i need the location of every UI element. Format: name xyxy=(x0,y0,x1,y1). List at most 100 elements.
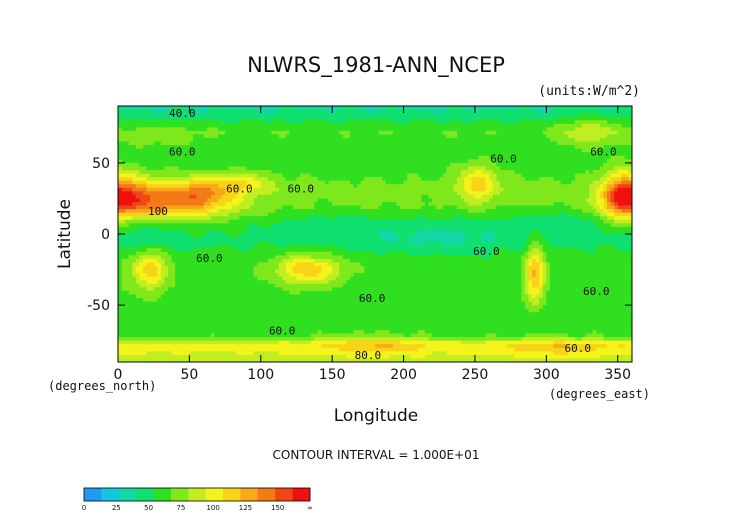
field-cell xyxy=(532,173,536,178)
field-cell xyxy=(225,184,229,189)
field-cell xyxy=(521,187,526,192)
field-cell xyxy=(285,212,290,217)
field-cell xyxy=(135,198,140,203)
field-cell xyxy=(428,180,433,185)
field-cell xyxy=(142,205,147,210)
field-cell xyxy=(189,130,194,135)
field-cell xyxy=(392,166,397,171)
field-cell xyxy=(278,212,283,217)
field-cell xyxy=(532,130,536,135)
field-cell xyxy=(442,162,447,167)
field-cell xyxy=(375,173,379,178)
field-cell xyxy=(346,113,351,118)
field-cell xyxy=(253,187,258,192)
field-cell xyxy=(207,145,212,150)
field-cell xyxy=(603,194,608,199)
field-cell xyxy=(146,113,151,118)
field-cell xyxy=(178,209,183,214)
field-cell xyxy=(210,194,215,199)
field-cell xyxy=(278,202,283,206)
field-cell xyxy=(617,170,622,174)
field-cell xyxy=(132,223,137,228)
field-cell xyxy=(628,177,632,182)
field-cell xyxy=(317,130,322,135)
field-cell xyxy=(567,155,572,160)
field-cell xyxy=(478,202,483,206)
field-cell xyxy=(164,177,169,182)
field-cell xyxy=(246,123,251,128)
field-cell xyxy=(332,184,337,189)
field-cell xyxy=(221,145,226,150)
field-cell xyxy=(275,212,279,217)
field-cell xyxy=(257,127,262,132)
field-cell xyxy=(171,223,176,228)
field-cell xyxy=(210,177,215,182)
field-cell xyxy=(132,123,137,128)
field-cell xyxy=(314,155,319,160)
field-cell xyxy=(507,173,511,178)
field-cell xyxy=(539,205,544,210)
field-cell xyxy=(432,116,437,121)
field-cell xyxy=(624,223,629,228)
field-cell xyxy=(350,138,354,142)
field-cell xyxy=(392,148,397,153)
field-cell xyxy=(610,148,615,153)
field-cell xyxy=(564,209,569,214)
field-cell xyxy=(385,198,390,203)
field-cell xyxy=(596,109,601,114)
field-cell xyxy=(435,219,440,224)
field-cell xyxy=(589,130,594,135)
field-cell xyxy=(471,191,476,196)
field-cell xyxy=(492,148,497,153)
field-cell xyxy=(382,145,387,150)
field-cell xyxy=(389,209,394,214)
field-cell xyxy=(339,120,344,125)
field-cell xyxy=(503,113,508,118)
field-cell xyxy=(614,109,619,114)
field-cell xyxy=(407,116,412,121)
field-cell xyxy=(599,198,604,203)
field-cell xyxy=(614,113,619,118)
field-cell xyxy=(628,138,632,142)
field-cell xyxy=(121,109,126,114)
field-cell xyxy=(424,141,429,146)
field-cell xyxy=(514,106,519,110)
field-cell xyxy=(182,109,187,114)
field-cell xyxy=(549,191,554,196)
field-cell xyxy=(607,116,611,121)
field-cell xyxy=(542,191,547,196)
field-cell xyxy=(396,226,401,231)
field-cell xyxy=(478,159,483,164)
field-cell xyxy=(139,148,144,153)
field-cell xyxy=(335,162,340,167)
field-cell xyxy=(439,134,444,139)
field-cell xyxy=(139,152,144,157)
field-cell xyxy=(118,226,122,231)
field-cell xyxy=(325,116,329,121)
field-cell xyxy=(499,184,504,189)
field-cell xyxy=(264,202,269,206)
field-cell xyxy=(364,123,369,128)
filled-contour-area xyxy=(118,106,632,362)
field-cell xyxy=(482,120,486,125)
field-cell xyxy=(421,212,426,217)
field-cell xyxy=(585,184,590,189)
field-cell xyxy=(485,148,490,153)
field-cell xyxy=(585,109,590,114)
field-cell xyxy=(478,223,483,228)
field-cell xyxy=(175,123,180,128)
field-cell xyxy=(235,173,240,178)
field-cell xyxy=(185,130,190,135)
field-cell xyxy=(624,209,629,214)
field-cell xyxy=(482,198,486,203)
field-cell xyxy=(407,134,412,139)
field-cell xyxy=(153,191,158,196)
field-cell xyxy=(335,116,340,121)
field-cell xyxy=(474,202,479,206)
field-cell xyxy=(167,187,172,192)
field-cell xyxy=(164,209,169,214)
field-cell xyxy=(150,212,155,217)
field-cell xyxy=(210,113,215,118)
field-cell xyxy=(367,166,372,171)
field-cell xyxy=(478,120,483,125)
